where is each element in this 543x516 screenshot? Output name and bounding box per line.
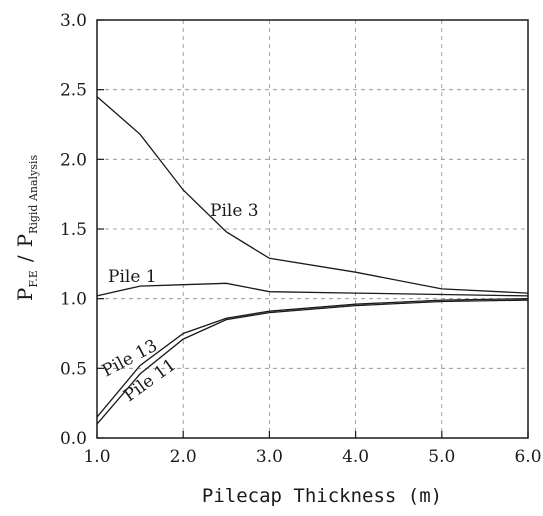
x-tick-label: 4.0 (342, 447, 369, 467)
series-line-pile-13 (96, 298, 529, 418)
y-label-sub2: Rigid Analysis (27, 155, 40, 234)
x-tick-label: 6.0 (514, 447, 541, 467)
y-tick-label: 1.0 (60, 290, 87, 310)
y-tick-label: 3.0 (60, 11, 87, 31)
x-tick-label: 5.0 (428, 447, 455, 467)
x-tick-label: 1.0 (83, 447, 110, 467)
y-label-slash: / (13, 255, 37, 262)
y-tick-label: 0.0 (60, 429, 87, 449)
series-line-pile-11 (96, 299, 529, 425)
y-tick-label: 1.5 (60, 220, 87, 240)
series-lines (96, 96, 529, 425)
y-tick-label: 2.5 (60, 81, 87, 101)
y-axis-label: PF.E/PRigid Analysis (13, 155, 40, 302)
series-line-pile-3 (96, 96, 529, 294)
x-tick-label: 2.0 (170, 447, 197, 467)
y-tick-label: 0.5 (60, 359, 87, 379)
y-tick-label: 2.0 (60, 150, 87, 170)
y-label-sub1: F.E (27, 270, 40, 287)
series-line-pile-1 (96, 282, 529, 297)
grid (97, 20, 528, 438)
y-label-p1: P (13, 288, 37, 301)
y-label-p2: P (13, 234, 37, 247)
label-pile-1: Pile 1 (108, 267, 157, 287)
axis-ticks: 1.0 2.0 3.0 4.0 5.0 6.0 0.0 0.5 1.0 1.5 2.0 2.5 3.0 (60, 11, 542, 467)
x-axis-label: Pilecap Thickness (m) (202, 485, 442, 507)
x-tick-label: 3.0 (256, 447, 283, 467)
label-pile-3: Pile 3 (210, 201, 259, 221)
